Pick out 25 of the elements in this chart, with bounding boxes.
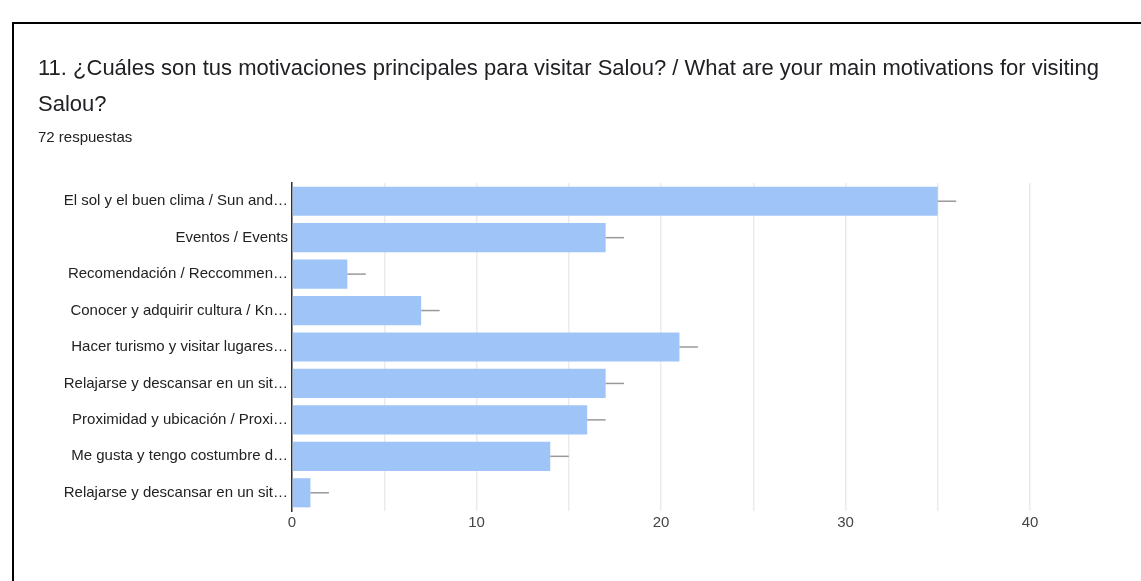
x-tick-label: 0 — [287, 513, 297, 531]
bar — [292, 259, 348, 289]
chart-title: 11. ¿Cuáles son tus motivaciones principales para visitar Salou? / What are your main motivations for visiting Salou? — [38, 54, 1100, 118]
x-tick-label: 10 — [468, 513, 485, 531]
y-tick-label: El sol y el buen clima / Sun and… — [63, 191, 288, 209]
bar — [292, 478, 311, 508]
y-tick-label: Relajarse y descansar en un sit… — [63, 373, 288, 391]
bar — [292, 441, 551, 471]
bar — [292, 332, 680, 362]
bar — [292, 295, 422, 326]
y-tick-label: Relajarse y descansar en un sit… — [63, 482, 288, 500]
text: 72 respuestas — [38, 128, 133, 145]
bar — [292, 186, 938, 216]
y-tick-label: Me gusta y tengo costumbre d… — [71, 446, 288, 464]
y-tick-label: Eventos / Events — [175, 227, 288, 245]
bar — [292, 368, 606, 399]
y-tick-label: Recomendación / Reccommen… — [67, 264, 288, 282]
x-tick-label: 20 — [652, 513, 670, 531]
y-tick-label: Hacer turismo y visitar lugares… — [71, 337, 288, 355]
x-tick-label: 30 — [837, 513, 854, 531]
y-tick-label: Conocer y adquirir cultura / Kn… — [70, 300, 288, 318]
x-tick-label: 40 — [1021, 513, 1039, 531]
bar — [292, 223, 606, 253]
y-tick-label: Proximidad y ubicación / Proxi… — [72, 410, 288, 428]
bar — [292, 405, 588, 435]
